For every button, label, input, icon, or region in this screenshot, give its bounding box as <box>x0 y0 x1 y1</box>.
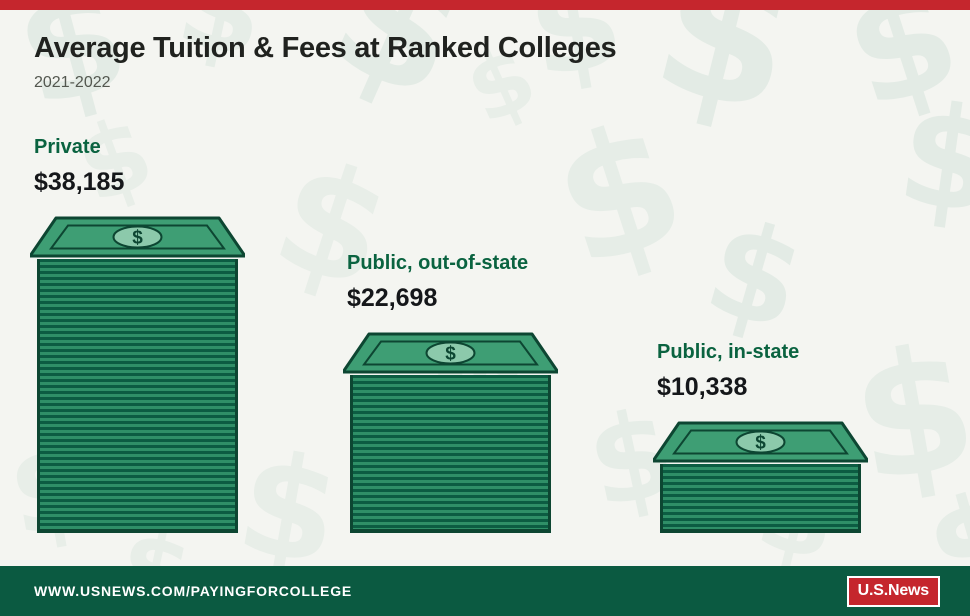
dollar-sign-icon: $ <box>445 344 456 365</box>
footer-url: WWW.USNEWS.COM/PAYINGFORCOLLEGE <box>34 583 353 599</box>
bill-stack-side <box>660 464 861 533</box>
bill-top-face: $ <box>653 421 868 463</box>
bill-top-face: $ <box>343 332 558 374</box>
subtitle-year-range: 2021-2022 <box>34 74 111 91</box>
money-stack: $ <box>653 420 868 533</box>
bar-public-in-state: Public, in-state $10,338 $ <box>653 340 868 533</box>
footer-bar: WWW.USNEWS.COM/PAYINGFORCOLLEGE U.S.News <box>0 566 970 616</box>
bar-value: $22,698 <box>347 284 438 312</box>
bar-label: Private <box>34 136 101 158</box>
money-stack: $ <box>343 331 558 533</box>
bar-label: Public, out-of-state <box>347 252 529 274</box>
top-accent-bar <box>0 0 970 10</box>
usnews-logo: U.S.News <box>846 575 940 607</box>
bar-private: Private $38,185 $ <box>30 135 245 533</box>
bar-public-out-of-state: Public, out-of-state $22,698 $ <box>343 251 558 533</box>
bill-stack-side <box>37 259 238 533</box>
header: Average Tuition & Fees at Ranked College… <box>34 32 617 92</box>
bill-stack-side <box>350 375 551 533</box>
page-title: Average Tuition & Fees at Ranked College… <box>34 32 617 64</box>
bar-value: $10,338 <box>657 373 748 401</box>
bar-label: Public, in-state <box>657 341 800 363</box>
dollar-sign-icon: $ <box>132 228 143 249</box>
dollar-sign-icon: $ <box>755 433 766 454</box>
bill-top-face: $ <box>30 216 245 258</box>
bar-value: $38,185 <box>34 168 125 196</box>
money-stack: $ <box>30 215 245 533</box>
